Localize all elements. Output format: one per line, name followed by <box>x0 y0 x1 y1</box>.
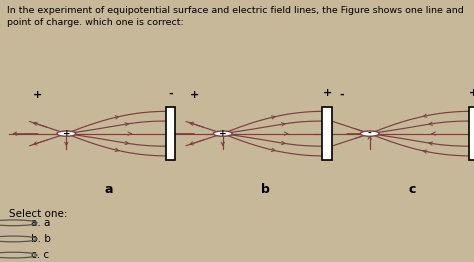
Text: -: - <box>368 129 372 138</box>
Text: -: - <box>339 90 344 100</box>
Text: a: a <box>105 183 113 196</box>
Text: +: + <box>190 90 199 100</box>
Bar <box>322 107 332 160</box>
Bar <box>166 107 175 160</box>
Text: c: c <box>409 183 416 196</box>
Text: +: + <box>469 88 474 98</box>
Text: +: + <box>63 129 70 138</box>
Text: +: + <box>33 90 43 100</box>
Circle shape <box>57 131 76 136</box>
Text: In the experiment of equipotential surface and electric field lines, the Figure : In the experiment of equipotential surfa… <box>7 6 464 27</box>
Text: a. a: a. a <box>31 218 50 228</box>
Text: -: - <box>168 88 173 98</box>
Text: +: + <box>219 129 227 138</box>
Text: +: + <box>322 88 332 98</box>
Text: c. c: c. c <box>31 250 49 260</box>
Circle shape <box>213 131 232 136</box>
Text: b: b <box>261 183 270 196</box>
Bar <box>469 107 474 160</box>
Text: Select one:: Select one: <box>9 209 68 219</box>
Circle shape <box>360 131 379 136</box>
Text: b. b: b. b <box>31 234 51 244</box>
